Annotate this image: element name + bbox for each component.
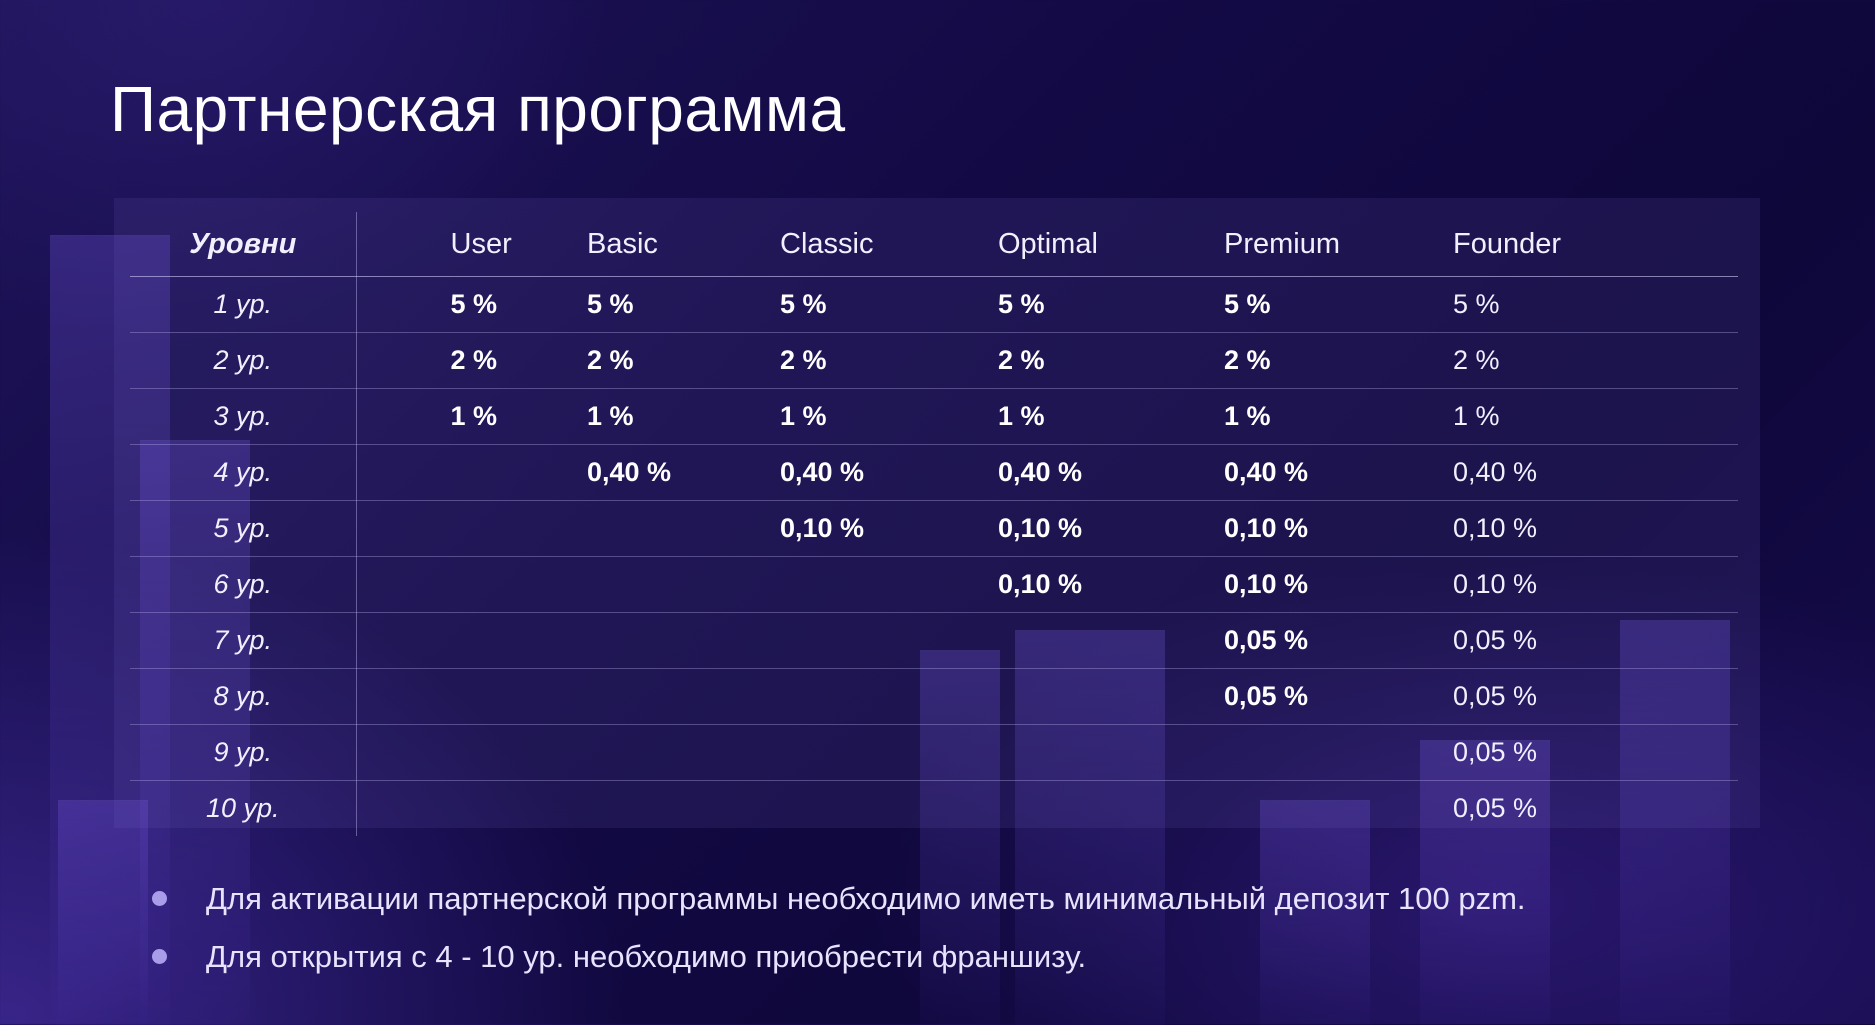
cell-basic bbox=[561, 668, 756, 725]
table-row: 6 ур. 0,10 % 0,10 % 0,10 % bbox=[130, 556, 1738, 613]
table-row: 9 ур. 0,05 % bbox=[130, 724, 1738, 781]
table-row: 3 ур. 1 % 1 % 1 % 1 % 1 % 1 % bbox=[130, 388, 1738, 445]
cell-classic bbox=[756, 781, 974, 837]
cell-basic: 2 % bbox=[561, 332, 756, 389]
level-cell: 3 ур. bbox=[130, 388, 357, 445]
cell-optimal bbox=[974, 724, 1198, 781]
column-header-classic: Classic bbox=[756, 212, 974, 277]
cell-classic: 0,40 % bbox=[756, 444, 974, 501]
cell-premium: 0,40 % bbox=[1198, 444, 1453, 501]
cell-basic bbox=[561, 612, 756, 669]
cell-premium: 0,05 % bbox=[1198, 612, 1453, 669]
cell-optimal bbox=[974, 781, 1198, 837]
cell-founder: 0,05 % bbox=[1453, 793, 1538, 823]
cell-founder: 0,05 % bbox=[1453, 668, 1738, 725]
cell-premium: 0,10 % bbox=[1198, 500, 1453, 557]
cell-user: 1 % bbox=[356, 388, 561, 445]
cell-optimal: 5 % bbox=[974, 276, 1198, 333]
table-header-row: Уровни User Basic Classic Optimal Premiu… bbox=[130, 212, 1738, 277]
level-cell: 5 ур. bbox=[130, 500, 357, 557]
cell-user bbox=[356, 500, 561, 557]
cell-optimal bbox=[974, 612, 1198, 669]
table-row: 8 ур. 0,05 % 0,05 % bbox=[130, 668, 1738, 725]
cell-founder: 0,10 % bbox=[1453, 556, 1738, 613]
column-header-levels: Уровни bbox=[130, 212, 357, 277]
level-cell: 8 ур. bbox=[130, 668, 357, 725]
level-cell: 7 ур. bbox=[130, 612, 357, 669]
column-header-premium: Premium bbox=[1198, 212, 1453, 277]
cell-classic: 0,10 % bbox=[756, 500, 974, 557]
cell-founder: 0,05 % bbox=[1453, 724, 1738, 781]
cell-optimal bbox=[974, 668, 1198, 725]
cell-user bbox=[356, 612, 561, 669]
cell-classic: 5 % bbox=[756, 276, 974, 333]
column-header-basic: Basic bbox=[561, 212, 756, 277]
level-cell: 2 ур. bbox=[130, 332, 357, 389]
cell-basic bbox=[561, 500, 756, 557]
level-cell: 6 ур. bbox=[130, 556, 357, 613]
cell-classic bbox=[756, 724, 974, 781]
level-cell: 9 ур. bbox=[130, 724, 357, 781]
cell-user bbox=[356, 724, 561, 781]
cell-basic: 1 % bbox=[561, 388, 756, 445]
cell-basic bbox=[561, 556, 756, 613]
cell-user bbox=[356, 556, 561, 613]
table-row: 10 ур. 0,05 % bbox=[130, 780, 1738, 837]
note-item: Для активации партнерской программы необ… bbox=[150, 870, 1526, 928]
cell-basic bbox=[561, 781, 756, 837]
cell-premium: 0,10 % bbox=[1198, 556, 1453, 613]
cell-optimal: 0,10 % bbox=[974, 556, 1198, 613]
notes-list: Для активации партнерской программы необ… bbox=[150, 870, 1526, 986]
cell-optimal: 2 % bbox=[974, 332, 1198, 389]
cell-optimal: 0,40 % bbox=[974, 444, 1198, 501]
cell-founder: 0,40 % bbox=[1453, 444, 1738, 501]
cell-user: 2 % bbox=[356, 332, 561, 389]
cell-premium: 5 % bbox=[1198, 276, 1453, 333]
table-row: 5 ур. 0,10 % 0,10 % 0,10 % 0,10 % bbox=[130, 500, 1738, 557]
cell-user: 5 % bbox=[356, 276, 561, 333]
column-header-optimal: Optimal bbox=[974, 212, 1198, 277]
referral-levels-table: Уровни User Basic Classic Optimal Premiu… bbox=[130, 212, 1738, 836]
cell-founder: 2 % bbox=[1453, 332, 1738, 389]
cell-optimal: 1 % bbox=[974, 388, 1198, 445]
table-row: 1 ур. 5 % 5 % 5 % 5 % 5 % 5 % bbox=[130, 276, 1738, 333]
level-cell: 4 ур. bbox=[130, 444, 357, 501]
column-header-founder: Founder bbox=[1453, 212, 1738, 277]
cell-basic bbox=[561, 724, 756, 781]
table-row: 2 ур. 2 % 2 % 2 % 2 % 2 % 2 % bbox=[130, 332, 1738, 389]
cell-classic: 1 % bbox=[756, 388, 974, 445]
cell-founder: 0,05 % bbox=[1453, 612, 1738, 669]
cell-user bbox=[356, 781, 561, 837]
cell-classic bbox=[756, 556, 974, 613]
note-item: Для открытия с 4 - 10 ур. необходимо при… bbox=[150, 928, 1526, 986]
cell-premium bbox=[1198, 781, 1453, 837]
referral-table-panel: Уровни User Basic Classic Optimal Premiu… bbox=[114, 198, 1760, 836]
cell-user bbox=[356, 444, 561, 501]
table-row: 4 ур. 0,40 % 0,40 % 0,40 % 0,40 % 0,40 % bbox=[130, 444, 1738, 501]
cell-founder: 5 % bbox=[1453, 276, 1738, 333]
note-text: Для открытия с 4 - 10 ур. необходимо при… bbox=[206, 939, 1087, 974]
cell-classic bbox=[756, 668, 974, 725]
note-text: Для активации партнерской программы необ… bbox=[206, 881, 1526, 916]
cell-basic: 5 % bbox=[561, 276, 756, 333]
page-title: Партнерская программа bbox=[110, 73, 846, 145]
cell-premium: 0,05 % bbox=[1198, 668, 1453, 725]
level-cell: 1 ур. bbox=[130, 276, 357, 333]
cell-premium: 1 % bbox=[1198, 388, 1453, 445]
cell-founder: 0,10 % bbox=[1453, 500, 1738, 557]
column-header-user: User bbox=[356, 212, 561, 277]
cell-premium: 2 % bbox=[1198, 332, 1453, 389]
bullet-icon bbox=[152, 949, 167, 964]
cell-classic: 2 % bbox=[756, 332, 974, 389]
cell-basic: 0,40 % bbox=[561, 444, 756, 501]
table-row: 7 ур. 0,05 % 0,05 % bbox=[130, 612, 1738, 669]
cell-user bbox=[356, 668, 561, 725]
level-cell: 10 ур. bbox=[130, 780, 357, 836]
cell-premium bbox=[1198, 724, 1453, 781]
cell-optimal: 0,10 % bbox=[974, 500, 1198, 557]
cell-founder: 1 % bbox=[1453, 388, 1738, 445]
cell-classic bbox=[756, 612, 974, 669]
bullet-icon bbox=[152, 891, 167, 906]
